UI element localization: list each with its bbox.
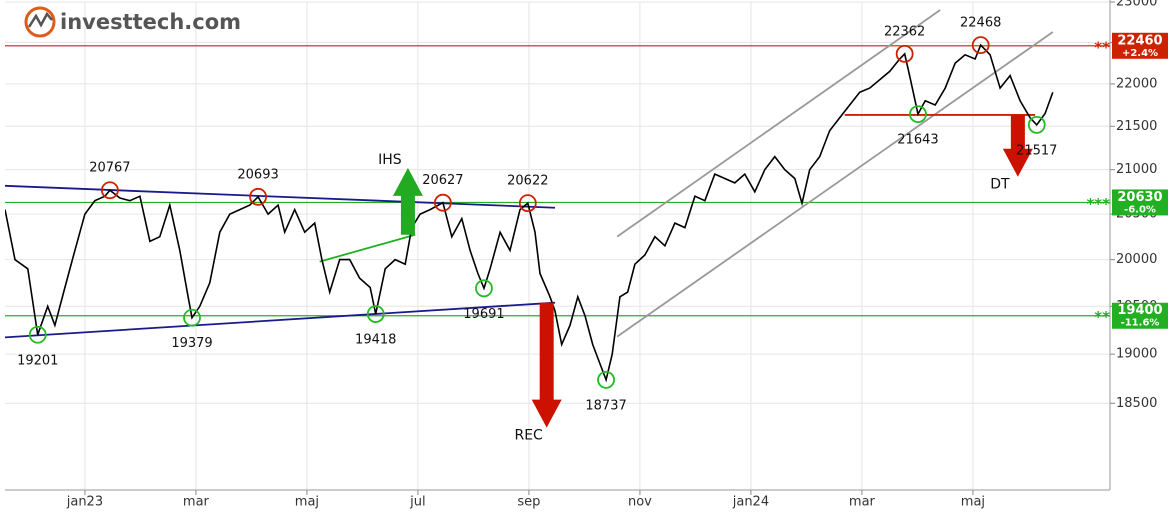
y-tick-label: 18500 xyxy=(1116,396,1157,411)
extreme-marker xyxy=(1027,115,1046,134)
logo: investtech.com xyxy=(24,6,241,38)
extreme-label: 19379 xyxy=(171,336,212,351)
extreme-label: 22362 xyxy=(884,24,925,39)
y-tick-label: 21000 xyxy=(1116,162,1157,177)
x-tick-label: mar xyxy=(849,495,876,510)
extreme-label: 19201 xyxy=(17,353,58,368)
extreme-marker xyxy=(183,308,201,327)
extreme-label: 21517 xyxy=(1016,143,1057,158)
trendline xyxy=(5,184,556,209)
grid: 1850019000195002000020500210002150022000… xyxy=(5,0,1157,510)
y-tick-label: 22000 xyxy=(1116,76,1157,91)
x-tick-label: sep xyxy=(517,495,540,510)
extreme-label: 20767 xyxy=(89,161,130,176)
signal-arrow xyxy=(531,302,562,428)
level-box xyxy=(1112,302,1168,329)
extreme-marker xyxy=(100,181,119,200)
x-tick-label: maj xyxy=(961,495,985,510)
x-tick-label: jan23 xyxy=(66,495,103,510)
y-tick-label: 23000 xyxy=(1116,0,1157,10)
signal-label: DT xyxy=(990,177,1010,193)
trendline xyxy=(616,31,1054,338)
extreme-marker xyxy=(971,36,990,55)
level-value: 20630 xyxy=(1117,190,1162,205)
extreme-marker xyxy=(28,325,47,344)
price-line xyxy=(5,43,1054,383)
x-tick-label: jan24 xyxy=(732,495,769,510)
level-stars: ** xyxy=(1094,38,1110,56)
logo-text: investtech.com xyxy=(60,10,241,34)
level-change: -6.0% xyxy=(1124,204,1156,215)
level-box xyxy=(1112,32,1168,59)
signal-arrow xyxy=(392,167,423,235)
x-tick-label: maj xyxy=(295,495,319,510)
extreme-label: 20627 xyxy=(422,173,463,188)
logo-icon xyxy=(24,6,56,38)
trendline xyxy=(5,301,556,339)
level-value: 22460 xyxy=(1117,33,1162,48)
level-stars: ** xyxy=(1094,308,1110,326)
x-tick-label: mar xyxy=(183,495,210,510)
extreme-marker xyxy=(366,305,385,323)
extreme-label: 22468 xyxy=(960,16,1001,31)
extreme-marker xyxy=(475,279,493,298)
extreme-marker xyxy=(909,105,927,123)
plot-area xyxy=(5,9,1110,383)
y-tick-label: 19000 xyxy=(1116,347,1157,362)
level-change: +2.4% xyxy=(1122,48,1158,59)
x-tick-label: nov xyxy=(628,495,652,510)
extreme-marker xyxy=(597,370,615,389)
extreme-label: 19691 xyxy=(463,307,504,322)
extreme-label: 19418 xyxy=(355,333,396,348)
level-stars: *** xyxy=(1086,195,1110,213)
trendline xyxy=(319,233,416,263)
extreme-marker xyxy=(249,187,267,206)
overlay: IHS REC DT 20767 20693 20627 20622 22362 22468 19… xyxy=(17,16,1168,444)
level-change: -11.6% xyxy=(1121,318,1160,329)
trendline xyxy=(616,9,941,238)
extreme-marker xyxy=(518,194,537,213)
extreme-label: 20693 xyxy=(237,167,278,182)
level-value: 19400 xyxy=(1117,303,1162,318)
level-box xyxy=(1112,189,1168,216)
signal-arrow xyxy=(1002,114,1033,177)
signal-label: REC xyxy=(514,428,543,444)
extreme-marker xyxy=(895,44,914,63)
x-tick-label: jul xyxy=(409,495,425,510)
y-tick-label: 21500 xyxy=(1116,119,1157,134)
extreme-label: 20622 xyxy=(507,174,548,189)
extreme-label: 21643 xyxy=(897,133,938,148)
extreme-label: 18737 xyxy=(585,398,626,413)
signal-label: IHS xyxy=(378,152,402,168)
y-tick-label: 20000 xyxy=(1116,252,1157,267)
logo-icon-line xyxy=(27,11,53,28)
extreme-marker xyxy=(433,193,452,212)
